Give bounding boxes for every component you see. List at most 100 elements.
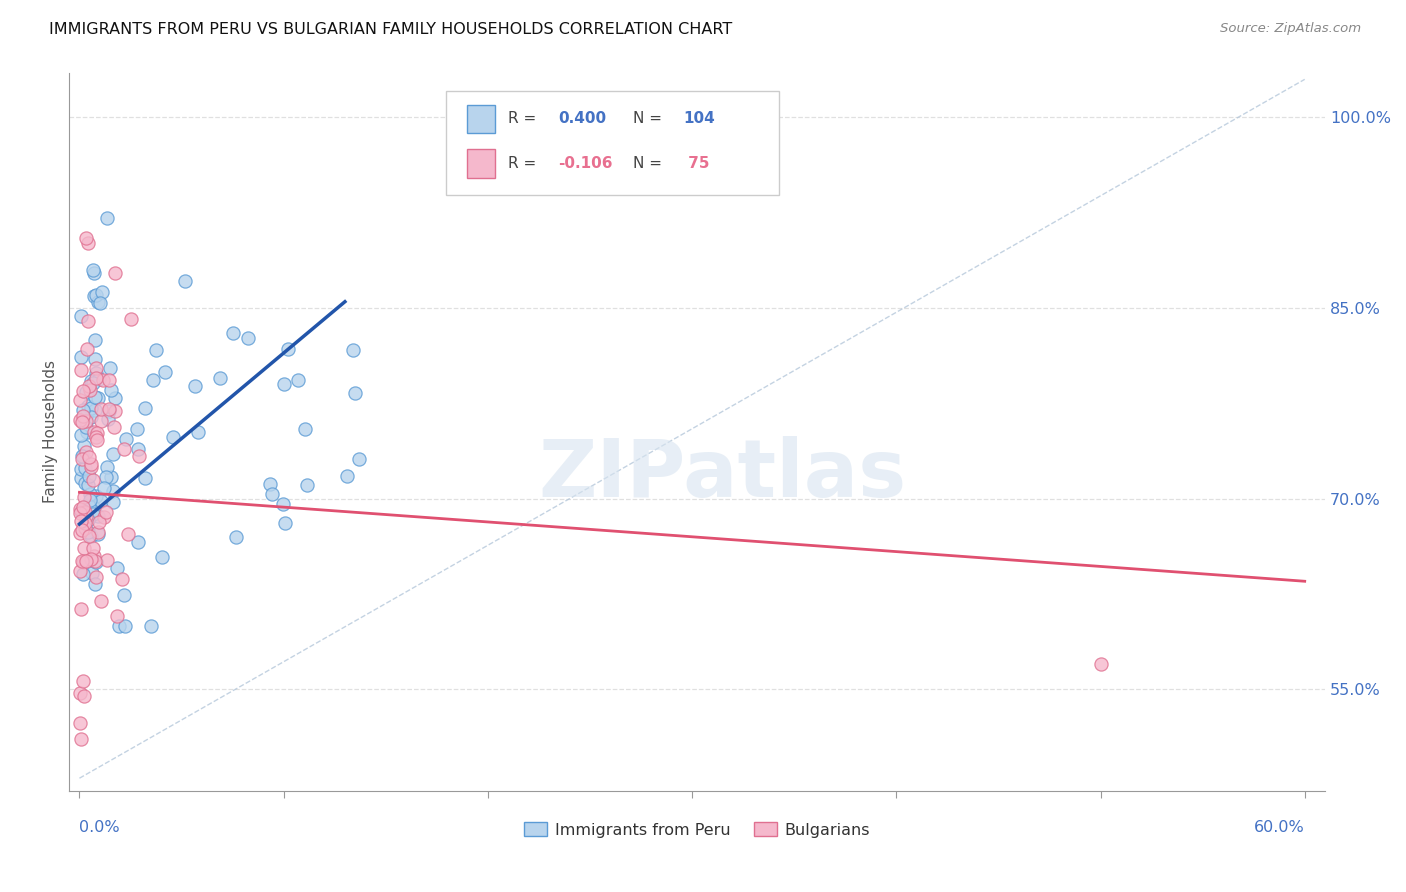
Point xyxy=(75,554,97,568)
Point xyxy=(238,330,260,344)
Point xyxy=(83,352,105,367)
Point xyxy=(287,373,309,387)
Point xyxy=(70,309,93,323)
Point xyxy=(87,524,110,539)
Point xyxy=(93,481,115,495)
Point xyxy=(83,334,105,348)
Text: N =: N = xyxy=(633,112,662,127)
Point xyxy=(73,516,96,531)
Point xyxy=(114,432,136,446)
Point xyxy=(83,391,105,405)
Bar xyxy=(467,149,495,178)
Point xyxy=(134,401,156,415)
Point xyxy=(73,439,96,453)
Point xyxy=(69,526,91,541)
Point xyxy=(90,493,112,508)
Point xyxy=(96,553,118,567)
Point xyxy=(76,342,98,356)
Point xyxy=(104,392,127,406)
Point xyxy=(77,513,100,527)
Point xyxy=(153,365,176,379)
Point xyxy=(69,502,91,516)
Point xyxy=(77,468,100,483)
Bar xyxy=(467,104,495,133)
Point xyxy=(262,487,284,501)
Point xyxy=(70,362,93,376)
Point xyxy=(271,497,294,511)
Point xyxy=(72,523,94,537)
Point xyxy=(73,505,96,519)
Point xyxy=(84,555,107,569)
Point xyxy=(72,674,94,689)
Point xyxy=(73,521,96,535)
Point xyxy=(184,379,207,393)
Point xyxy=(76,399,98,413)
Point xyxy=(70,554,93,568)
Point xyxy=(295,477,318,491)
Point xyxy=(96,211,118,226)
Point xyxy=(70,471,93,485)
Point xyxy=(72,555,94,569)
Point xyxy=(96,460,118,475)
Point xyxy=(70,427,93,442)
Point xyxy=(70,415,93,429)
Point xyxy=(82,376,104,390)
Point xyxy=(76,425,98,439)
Point xyxy=(87,294,110,309)
Point xyxy=(72,403,94,417)
Point xyxy=(90,594,112,608)
Point xyxy=(97,404,120,418)
Point xyxy=(79,401,101,415)
Point xyxy=(75,385,97,400)
Point xyxy=(101,484,124,499)
Point xyxy=(77,314,100,328)
Point xyxy=(69,506,91,520)
Text: -0.106: -0.106 xyxy=(558,156,612,171)
Point xyxy=(82,566,104,581)
Point xyxy=(72,567,94,582)
Point xyxy=(112,442,135,457)
Point xyxy=(72,449,94,463)
Point xyxy=(79,450,101,464)
Point xyxy=(72,504,94,518)
Point xyxy=(347,451,370,466)
Point xyxy=(94,505,117,519)
Point xyxy=(105,561,128,575)
Text: 75: 75 xyxy=(683,156,710,171)
Point xyxy=(69,716,91,731)
Point xyxy=(82,507,104,521)
Point xyxy=(80,459,103,474)
Point xyxy=(103,420,125,434)
Point xyxy=(105,608,128,623)
Point xyxy=(70,462,93,476)
Point xyxy=(82,473,104,487)
Text: R =: R = xyxy=(508,112,536,127)
Y-axis label: Family Households: Family Households xyxy=(44,360,58,503)
Point xyxy=(86,391,108,405)
Point xyxy=(661,104,683,119)
Point xyxy=(83,549,105,563)
Point xyxy=(101,495,124,509)
Point xyxy=(70,449,93,463)
Point xyxy=(86,509,108,524)
Point xyxy=(73,689,96,703)
Point xyxy=(70,451,93,466)
Point xyxy=(72,384,94,398)
Point xyxy=(69,731,91,746)
Point xyxy=(108,618,131,632)
Point xyxy=(86,288,108,302)
Text: 104: 104 xyxy=(683,112,716,127)
Point xyxy=(77,499,100,513)
Point xyxy=(294,422,316,436)
Point xyxy=(70,514,93,528)
Point xyxy=(620,104,643,119)
Point xyxy=(134,471,156,485)
Point xyxy=(98,361,121,376)
Point xyxy=(277,342,299,356)
Point xyxy=(82,541,104,555)
FancyBboxPatch shape xyxy=(446,91,779,195)
Point xyxy=(83,266,105,280)
Point xyxy=(77,235,100,250)
Point xyxy=(142,373,165,387)
Point xyxy=(72,541,94,556)
